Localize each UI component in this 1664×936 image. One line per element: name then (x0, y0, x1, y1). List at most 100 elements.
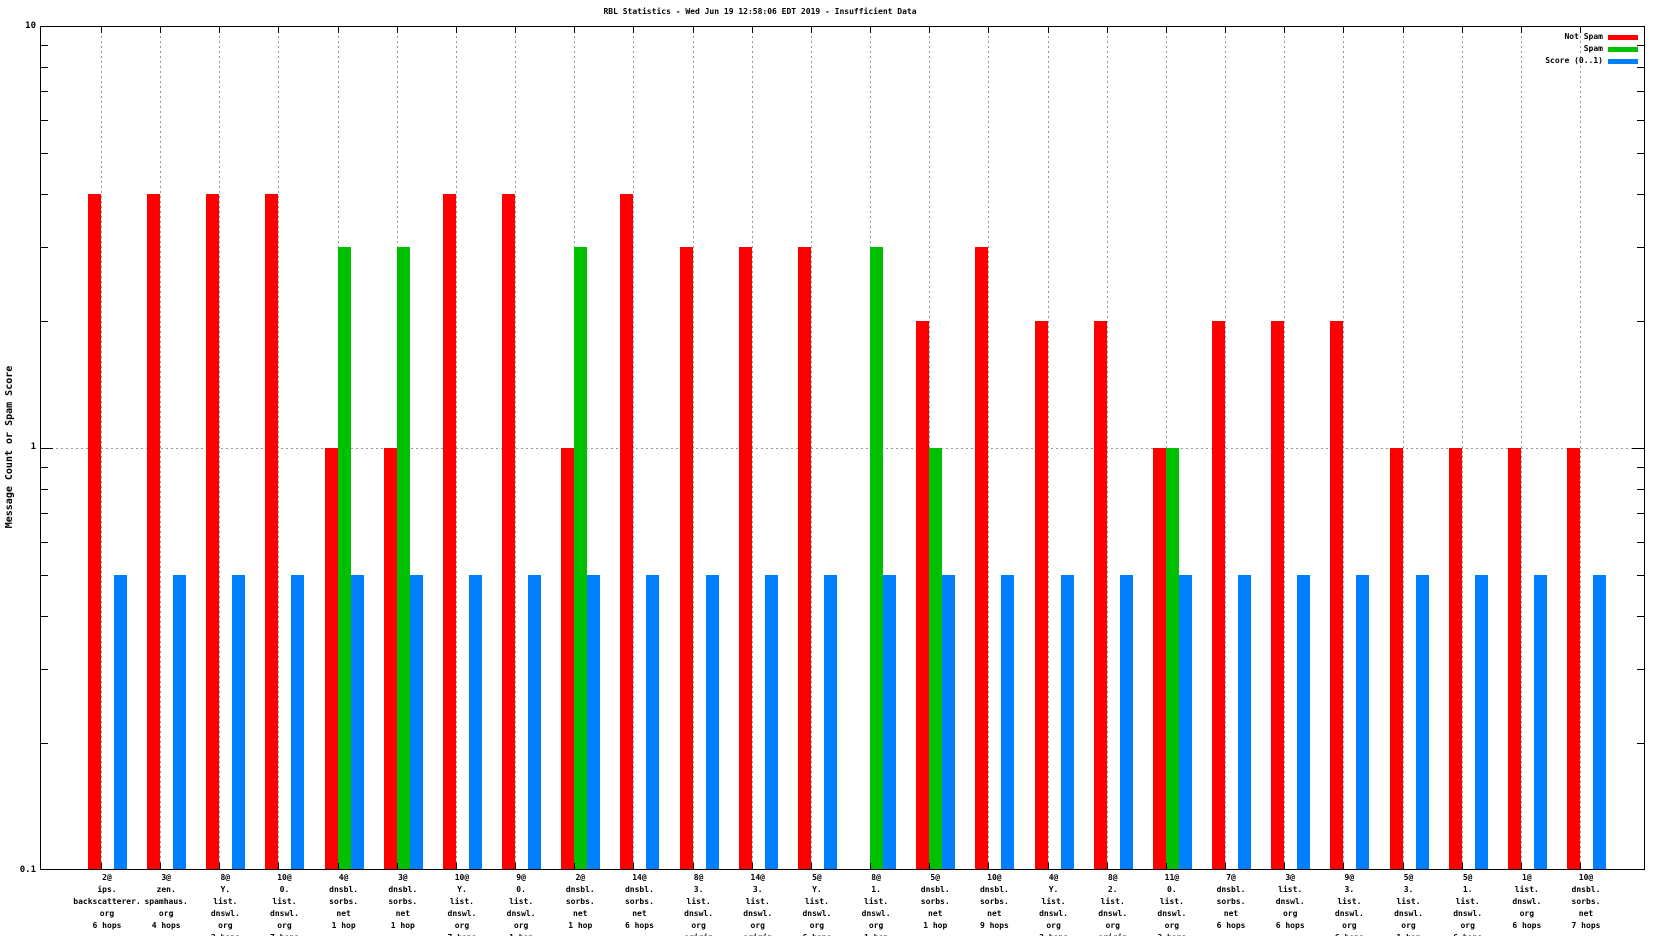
legend-swatch-spam (1608, 46, 1638, 52)
y-minor-tick-right (1637, 513, 1644, 514)
bar-not-spam (147, 194, 161, 870)
bar-score (764, 575, 778, 870)
x-category-label: 10@ dnsbl. sorbs. net 9 hops (979, 873, 1009, 930)
y-minor-tick-left (41, 45, 48, 46)
y-minor-tick-right (1637, 669, 1644, 670)
y-tick-label-0.1: 0.1 (19, 865, 36, 875)
bar-score (883, 575, 897, 870)
bar-score (823, 575, 837, 870)
y-major-tick-left (41, 448, 53, 449)
bar-not-spam (1152, 448, 1166, 870)
y-minor-tick-right (1637, 616, 1644, 617)
x-tick-bottom (574, 863, 576, 870)
x-category-label: 5@ dnsbl. sorbs. net 1 hop (920, 873, 950, 930)
y-minor-tick-left (41, 616, 48, 617)
y-tick-label-1: 1 (30, 442, 36, 452)
bar-score (291, 575, 305, 870)
legend-swatch-not-spam (1608, 34, 1638, 40)
bar-not-spam (88, 194, 101, 870)
bar-not-spam (975, 247, 989, 870)
bar-score (173, 575, 187, 870)
x-category-label: 4@ Y. list. dnswl. org 3 hops (1039, 873, 1068, 936)
y-minor-tick-left (41, 67, 48, 68)
x-category-label: 8@ Y. list. dnswl. org 2 hops (210, 873, 240, 936)
bar-not-spam (1567, 448, 1580, 870)
y-minor-tick-right (1637, 67, 1644, 68)
bar-score (1533, 575, 1547, 870)
x-tick-top (515, 26, 517, 33)
x-tick-bottom (1047, 863, 1049, 870)
y-minor-tick-right (1637, 45, 1644, 46)
bar-score (1238, 575, 1252, 870)
y-major-tick-right (1632, 448, 1644, 449)
x-category-label: 9@ 3. list. dnswl. org 6 hops (1334, 873, 1364, 936)
x-category-label: 11@ 0. list. dnswl. org 2 hops (1157, 873, 1187, 936)
bar-score (1297, 575, 1311, 870)
chart-title: RBL Statistics - Wed Jun 19 12:58:06 EDT… (603, 7, 917, 16)
y-minor-tick-left (41, 321, 48, 322)
x-category-label: 8@ 2. list. dnswl. org origin (1098, 873, 1128, 936)
y-minor-tick-left (41, 467, 48, 468)
y-minor-tick-left (41, 575, 48, 576)
bar-score (1060, 575, 1074, 870)
x-tick-bottom (455, 863, 457, 870)
bar-score (646, 575, 660, 870)
x-tick-bottom (692, 863, 694, 870)
bar-not-spam (1093, 321, 1107, 870)
x-tick-bottom (219, 863, 221, 870)
bar-not-spam (206, 194, 220, 870)
bar-not-spam (442, 194, 456, 870)
x-tick-bottom (1225, 863, 1227, 870)
y-minor-tick-right (1637, 153, 1644, 154)
bar-not-spam (1034, 321, 1048, 870)
legend-item-score: Score (0..1) (1545, 56, 1638, 67)
x-category-label: 14@ 3. list. dnswl. org origin (743, 873, 773, 936)
x-tick-bottom (870, 863, 872, 870)
x-tick-bottom (160, 863, 162, 870)
x-category-label: 8@ 1. list. dnswl. org 1 hop (861, 873, 891, 936)
bar-not-spam (916, 321, 930, 870)
x-category-label: 5@ Y. list. dnswl. org 6 hops (802, 873, 832, 936)
legend-item-not-spam: Not Spam (1564, 32, 1638, 43)
bar-score (409, 575, 423, 870)
x-tick-bottom (988, 863, 990, 870)
legend-label-spam: Spam (1583, 44, 1603, 53)
x-tick-top (692, 26, 694, 33)
bar-not-spam (797, 247, 811, 870)
x-tick-bottom (751, 863, 753, 870)
y-minor-tick-left (41, 489, 48, 490)
x-tick-bottom (1284, 863, 1286, 870)
x-tick-bottom (1402, 863, 1404, 870)
bar-spam (574, 247, 588, 870)
x-category-label: 8@ 3. list. dnswl. org origin (684, 873, 714, 936)
x-tick-top (1165, 26, 1167, 33)
y-minor-tick-right (1637, 91, 1644, 92)
x-tick-top (633, 26, 635, 33)
legend-label-score: Score (0..1) (1545, 56, 1603, 65)
x-tick-bottom (396, 863, 398, 870)
bar-score (1356, 575, 1370, 870)
bar-not-spam (1212, 321, 1226, 870)
bar-score (1415, 575, 1429, 870)
x-tick-bottom (1343, 863, 1345, 870)
bar-score (350, 575, 364, 870)
y-minor-tick-left (41, 669, 48, 670)
x-category-label: 1@ list. dnswl. org 6 hops (1512, 873, 1542, 930)
y-minor-tick-right (1637, 321, 1644, 322)
x-category-label: 2@ ips. backscatterer. org 6 hops (73, 873, 141, 930)
legend-item-spam: Spam (1584, 44, 1638, 55)
bar-score (1593, 575, 1606, 870)
x-tick-top (1580, 26, 1581, 33)
y-minor-tick-left (41, 743, 48, 744)
bar-not-spam (383, 448, 397, 870)
x-category-label: 7@ dnsbl. sorbs. net 6 hops (1216, 873, 1246, 930)
x-tick-top (396, 26, 398, 33)
y-minor-tick-right (1637, 194, 1644, 195)
x-tick-top (1225, 26, 1227, 33)
y-tick-label-10: 10 (25, 21, 36, 31)
x-tick-top (1047, 26, 1049, 33)
bar-not-spam (1389, 448, 1403, 870)
bar-spam (337, 247, 351, 870)
x-tick-top (810, 26, 812, 33)
x-category-label: 2@ dnsbl. sorbs. net 1 hop (565, 873, 595, 930)
